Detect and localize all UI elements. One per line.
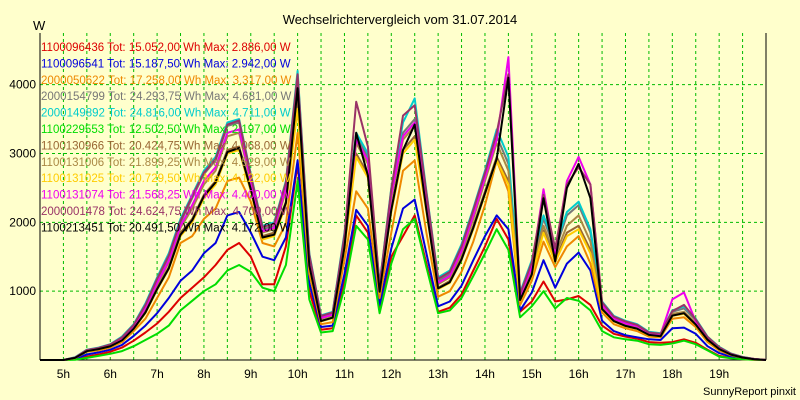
- legend-entry-4: 2000154799 Tot: 24.293,75 Wh Max: 4.681,…: [41, 91, 292, 103]
- x-tick-label: 6h: [104, 367, 117, 381]
- tick-labels: 1000 2000 3000 4000 5h 6h 7h 8h 9h 10h 11h 12h 13h 14…: [9, 78, 729, 381]
- series-line-1: [40, 162, 767, 361]
- series-lines: [40, 56, 767, 361]
- y-tick-label: 3000: [9, 146, 36, 160]
- legend-entry-12: 1100213451 Tot: 20.491,50 Wh Max: 4.172,…: [41, 222, 291, 234]
- x-tick-label: 10h: [288, 367, 308, 381]
- y-tick-label: 4000: [9, 78, 36, 92]
- x-tick-label: 14h: [475, 367, 495, 381]
- x-tick-label: 13h: [428, 367, 448, 381]
- x-tick-label: 11h: [335, 367, 354, 381]
- x-tick-label: 7h: [150, 367, 163, 381]
- legend: 1100096436 Tot: 15.052,00 Wh Max: 2.886,…: [41, 42, 292, 234]
- legend-entry-3: 2000050622 Tot: 17.258,00 Wh Max: 3.317,…: [41, 75, 292, 87]
- legend-entry-9: 1100131025 Tot: 20.729,50 Wh Max: 4.122,…: [41, 173, 291, 185]
- y-axis-label: W: [33, 18, 46, 33]
- x-tick-label: 19h: [709, 367, 729, 381]
- series-line-2: [40, 159, 767, 361]
- x-tick-label: 16h: [569, 367, 589, 381]
- legend-entry-10: 1100131074 Tot: 21.568,25 Wh Max: 4.400,…: [41, 190, 291, 202]
- series-line-6: [40, 180, 767, 361]
- legend-entry-1: 1100096436 Tot: 15.052,00 Wh Max: 2.886,…: [41, 42, 291, 54]
- x-tick-label: 8h: [197, 367, 210, 381]
- x-tick-label: 5h: [57, 367, 70, 381]
- x-tick-label: 12h: [381, 367, 401, 381]
- footer-credit: SunnyReport pinxit: [703, 386, 796, 398]
- chart-axes: [39, 33, 767, 361]
- legend-entry-11: 2000001478 Tot: 24.624,75 Wh Max: 4.700,…: [41, 206, 292, 218]
- legend-entry-7: 1100130966 Tot: 20.424,75 Wh Max: 4.068,…: [41, 140, 291, 152]
- x-tick-label: 17h: [615, 367, 635, 381]
- legend-entry-8: 1100131006 Tot: 21.899,25 Wh Max: 4.529,…: [41, 157, 291, 169]
- series-line-11: [40, 73, 767, 361]
- series-line-3: [40, 131, 767, 361]
- y-tick-label: 2000: [9, 215, 36, 229]
- x-tick-label: 18h: [662, 367, 682, 381]
- x-tick-label: 15h: [522, 367, 542, 381]
- y-tick-label: 1000: [9, 284, 36, 298]
- x-tick-label: 9h: [244, 367, 257, 381]
- series-line-12: [40, 76, 767, 361]
- legend-entry-2: 1100096541 Tot: 15.187,50 Wh Max: 2.942,…: [41, 58, 291, 70]
- chart-title: Wechselrichtervergleich vom 31.07.2014: [283, 12, 518, 27]
- legend-entry-6: 1100229553 Tot: 12.502,50 Wh Max: 2.197,…: [41, 124, 291, 136]
- legend-entry-5: 2000149892 Tot: 24.816,00 Wh Max: 4.711,…: [41, 108, 291, 120]
